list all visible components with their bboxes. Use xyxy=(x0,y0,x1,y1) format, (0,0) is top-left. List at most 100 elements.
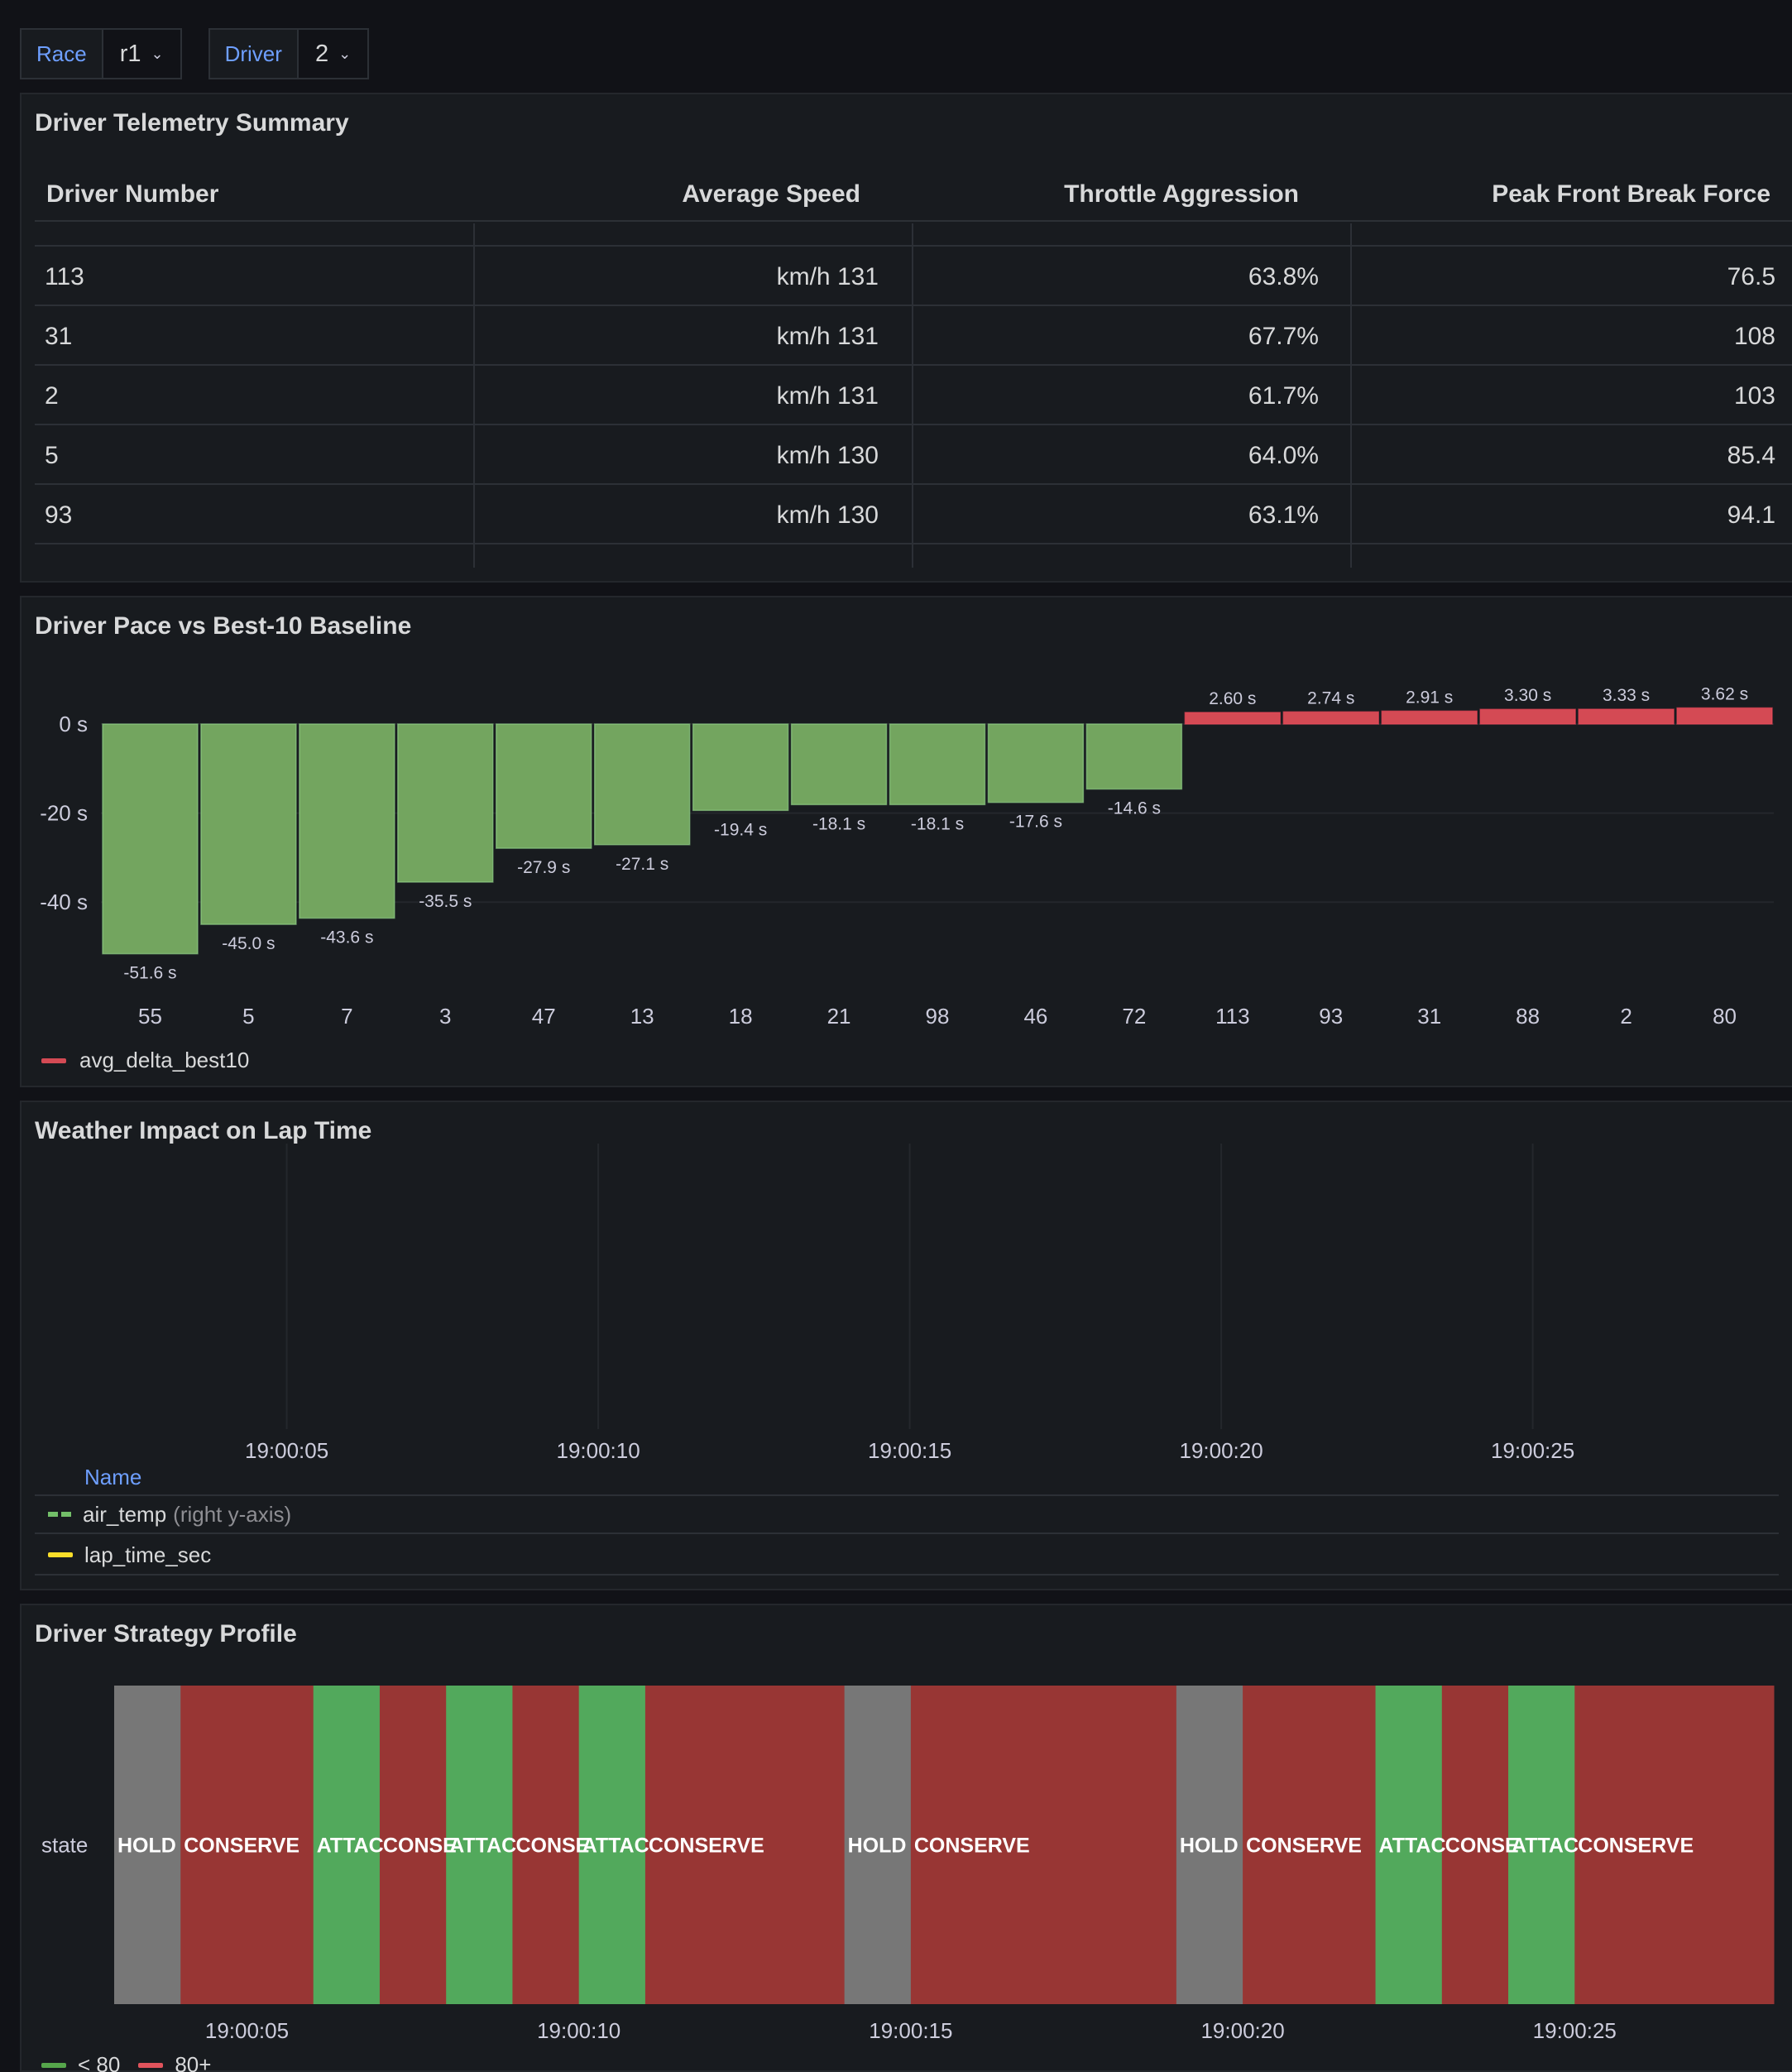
state-segment[interactable] xyxy=(446,1686,513,2004)
bar[interactable] xyxy=(1479,708,1576,725)
bar-value-label: -43.6 s xyxy=(320,928,373,947)
table-body[interactable]: 113 km/h 131 63.8% 76.5 31 km/h 131 67.7… xyxy=(35,223,1792,568)
state-segment[interactable] xyxy=(1441,1686,1509,2004)
bar[interactable] xyxy=(1085,723,1183,790)
bar-value-label: -18.1 s xyxy=(911,814,964,833)
bar[interactable] xyxy=(496,723,592,849)
chart-legend[interactable]: avg_delta_best10 xyxy=(41,1048,249,1073)
bar-value-label: -45.0 s xyxy=(222,934,275,953)
table-row-partial xyxy=(35,544,1792,568)
bar-value-label: 3.30 s xyxy=(1504,686,1551,705)
x-tick-label: 19:00:15 xyxy=(868,1438,951,1463)
driver-variable-value: 2 xyxy=(314,40,329,67)
bar[interactable] xyxy=(299,723,395,919)
state-segment[interactable] xyxy=(114,1686,181,2004)
bar[interactable] xyxy=(1282,711,1379,725)
x-tick-label: 72 xyxy=(1122,1004,1146,1029)
state-segment[interactable] xyxy=(644,1686,712,2004)
driver-variable-label: Driver xyxy=(208,28,299,79)
weather-line-chart: 19:00:05 19:00:10 19:00:15 19:00:20 19:00:25… xyxy=(245,1144,1574,1463)
state-segment[interactable] xyxy=(1375,1686,1443,2004)
bar-value-label: -19.4 s xyxy=(714,820,767,839)
state-segment[interactable] xyxy=(1309,1686,1377,2004)
state-label: HOLD xyxy=(117,1835,176,1858)
state-segment[interactable] xyxy=(379,1686,447,2004)
table-row[interactable]: 5 km/h 130 64.0% 85.4 xyxy=(35,425,1792,485)
state-label: CONSERVE xyxy=(1578,1835,1694,1858)
column-header-average-speed[interactable]: Average Speed xyxy=(682,180,860,208)
state-label: HOLD xyxy=(1180,1835,1239,1858)
state-label: ATTAC xyxy=(449,1835,516,1858)
panel-title: Weather Impact on Lap Time xyxy=(35,1117,372,1144)
bar[interactable] xyxy=(593,723,691,846)
state-segment[interactable] xyxy=(578,1686,646,2004)
state-segment[interactable] xyxy=(313,1686,381,2004)
state-segment[interactable] xyxy=(977,1686,1044,2004)
table-row[interactable]: 2 km/h 131 61.7% 103 xyxy=(35,366,1792,425)
state-segment[interactable] xyxy=(1243,1686,1310,2004)
state-segment[interactable] xyxy=(1641,1686,1708,2004)
state-segment[interactable] xyxy=(1176,1686,1243,2004)
bar[interactable] xyxy=(1676,707,1773,725)
legend-row-air-temp[interactable]: air_temp (right y-axis) xyxy=(35,1494,1779,1534)
bar-value-label: 3.33 s xyxy=(1603,686,1650,705)
bar-value-label: 2.91 s xyxy=(1406,688,1453,707)
chart-legend[interactable]: < 80 80+ xyxy=(41,2052,211,2072)
legend-swatch xyxy=(41,2062,66,2068)
state-segment[interactable] xyxy=(1043,1686,1111,2004)
bar[interactable] xyxy=(790,723,888,806)
state-segment[interactable] xyxy=(712,1686,779,2004)
state-segment[interactable] xyxy=(1574,1686,1642,2004)
column-header-peak-front-break-force[interactable]: Peak Front Break Force xyxy=(1492,180,1770,208)
race-variable-label: Race xyxy=(20,28,103,79)
bar-value-label: 2.74 s xyxy=(1307,688,1354,707)
state-segment[interactable] xyxy=(1109,1686,1177,2004)
bar-value-label: -17.6 s xyxy=(1009,813,1062,832)
state-label: HOLD xyxy=(848,1835,907,1858)
telemetry-summary-panel: Driver Telemetry Summary Driver Number A… xyxy=(20,93,1792,583)
x-tick-label: 113 xyxy=(1215,1004,1249,1029)
x-tick-label: 98 xyxy=(926,1004,950,1029)
race-variable-select[interactable]: r1 ⌄ xyxy=(103,28,182,79)
table-row[interactable]: 31 km/h 131 67.7% 108 xyxy=(35,306,1792,366)
legend-label: 80+ xyxy=(175,2052,212,2072)
column-header-throttle-aggression[interactable]: Throttle Aggression xyxy=(1064,180,1299,208)
state-segment[interactable] xyxy=(1508,1686,1575,2004)
legend-row-lap-time[interactable]: lap_time_sec xyxy=(35,1536,1779,1576)
x-tick-label: 19:00:25 xyxy=(1533,2018,1617,2043)
legend-swatch xyxy=(138,2062,164,2068)
x-tick-label: 3 xyxy=(439,1004,451,1029)
bar[interactable] xyxy=(200,723,297,925)
panel-title: Driver Pace vs Best-10 Baseline xyxy=(35,612,412,640)
bar[interactable] xyxy=(692,723,789,812)
legend-label: lap_time_sec xyxy=(84,1542,212,1567)
table-row[interactable]: 113 km/h 131 63.8% 76.5 xyxy=(35,247,1792,306)
table-row[interactable]: 93 km/h 130 63.1% 94.1 xyxy=(35,485,1792,544)
driver-variable-select[interactable]: 2 ⌄ xyxy=(298,28,370,79)
bar[interactable] xyxy=(1184,712,1282,725)
state-segment[interactable] xyxy=(247,1686,314,2004)
bar[interactable] xyxy=(1381,710,1478,725)
row-label: state xyxy=(41,1833,88,1858)
state-segment[interactable] xyxy=(844,1686,912,2004)
state-segment[interactable] xyxy=(910,1686,978,2004)
state-segment[interactable] xyxy=(778,1686,846,2004)
legend-label: air_temp xyxy=(83,1501,167,1527)
state-segment[interactable] xyxy=(1707,1686,1775,2004)
race-variable-value: r1 xyxy=(119,40,141,67)
x-tick-label: 13 xyxy=(630,1004,654,1029)
bar[interactable] xyxy=(987,723,1085,803)
bar[interactable] xyxy=(889,723,986,806)
column-header-driver-number[interactable]: Driver Number xyxy=(46,180,219,208)
y-tick-label: -20 s xyxy=(40,801,88,826)
state-label: CONSERVE xyxy=(914,1835,1030,1858)
bar[interactable] xyxy=(102,723,199,955)
state-label: CONSE xyxy=(383,1835,457,1858)
bar[interactable] xyxy=(397,723,494,883)
state-segment[interactable] xyxy=(180,1686,247,2004)
x-tick-label: 19:00:20 xyxy=(1200,2018,1284,2043)
bar[interactable] xyxy=(1578,708,1675,725)
state-segment[interactable] xyxy=(512,1686,580,2004)
y-tick-label: 0 s xyxy=(59,712,88,736)
legend-header[interactable]: Name xyxy=(84,1465,142,1489)
